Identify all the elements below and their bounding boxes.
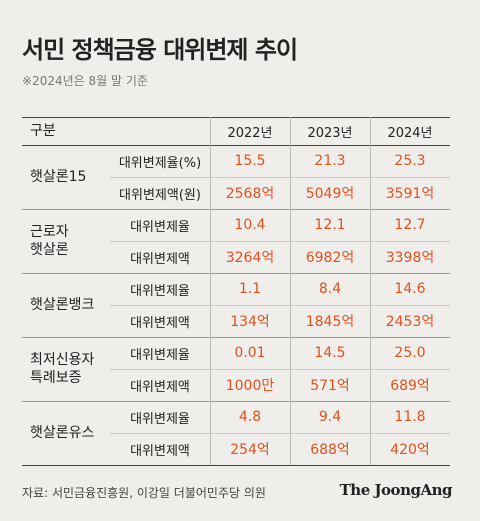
value-cell: 14.5 (314, 345, 346, 361)
note: ※2024년은 8월 말 기준 (22, 74, 148, 88)
value-cell: 1.1 (238, 281, 262, 297)
value-cell: 254억 (230, 442, 270, 458)
title: 서민 정책금융 대위변제 추이 (22, 36, 298, 64)
rule (110, 241, 450, 242)
row-label: 대위변제액 (130, 443, 190, 459)
value-cell: 688억 (310, 442, 350, 458)
rule (22, 145, 450, 146)
value-cell: 6982억 (305, 250, 355, 266)
rule (22, 209, 450, 210)
divider (290, 117, 291, 465)
rule (22, 273, 450, 274)
row-label: 대위변제액 (130, 251, 190, 267)
value-cell: 25.0 (394, 345, 426, 361)
header-cell: 2023년 (307, 125, 353, 141)
value-cell: 15.5 (234, 153, 266, 169)
header-cell: 2022년 (227, 125, 273, 141)
row-label: 대위변제액(원) (119, 187, 201, 203)
rule (22, 401, 450, 402)
row-label: 대위변제액 (130, 379, 190, 395)
rule (22, 337, 450, 338)
rule (110, 305, 450, 306)
value-cell: 689억 (390, 378, 430, 394)
value-cell: 2568억 (225, 186, 275, 202)
header-cell: 구분 (30, 123, 56, 139)
value-cell: 571억 (310, 378, 350, 394)
row-label: 대위변제율 (130, 283, 190, 299)
header-cell: 2024년 (387, 125, 433, 141)
value-cell: 420억 (390, 442, 430, 458)
row-label: 대위변제율 (130, 219, 190, 235)
rule (110, 433, 450, 434)
value-cell: 4.8 (238, 409, 262, 425)
logo: The JoongAng (339, 481, 453, 499)
value-cell: 25.3 (394, 153, 426, 169)
group-label: 최저신용자 특례보증 (30, 352, 95, 386)
value-cell: 0.01 (234, 345, 266, 361)
value-cell: 2453억 (385, 314, 435, 330)
value-cell: 1845억 (305, 314, 355, 330)
value-cell: 11.8 (394, 409, 426, 425)
rule (110, 369, 450, 370)
value-cell: 1000만 (225, 378, 275, 394)
value-cell: 10.4 (234, 217, 266, 233)
value-cell: 134억 (230, 314, 270, 330)
rule (22, 465, 450, 466)
value-cell: 14.6 (394, 281, 426, 297)
value-cell: 8.4 (318, 281, 342, 297)
group-label: 근로자 햇살론 (30, 224, 69, 258)
value-cell: 3591억 (385, 186, 435, 202)
rule (110, 177, 450, 178)
group-label: 햇살론유스 (30, 425, 95, 441)
row-label: 대위변제율 (130, 347, 190, 363)
value-cell: 12.7 (394, 217, 426, 233)
source: 자료: 서민금융진흥원, 이강일 더불어민주당 의원 (22, 486, 266, 500)
row-label: 대위변제율 (130, 411, 190, 427)
row-label: 대위변제율(%) (118, 155, 202, 171)
rule (22, 117, 450, 118)
divider (210, 117, 211, 465)
group-label: 햇살론15 (30, 169, 87, 185)
divider (370, 117, 371, 465)
value-cell: 21.3 (314, 153, 346, 169)
value-cell: 3398억 (385, 250, 435, 266)
value-cell: 5049억 (305, 186, 355, 202)
value-cell: 9.4 (318, 409, 342, 425)
value-cell: 3264억 (225, 250, 275, 266)
value-cell: 12.1 (314, 217, 346, 233)
group-label: 햇살론뱅크 (30, 297, 95, 313)
row-label: 대위변제액 (130, 315, 190, 331)
